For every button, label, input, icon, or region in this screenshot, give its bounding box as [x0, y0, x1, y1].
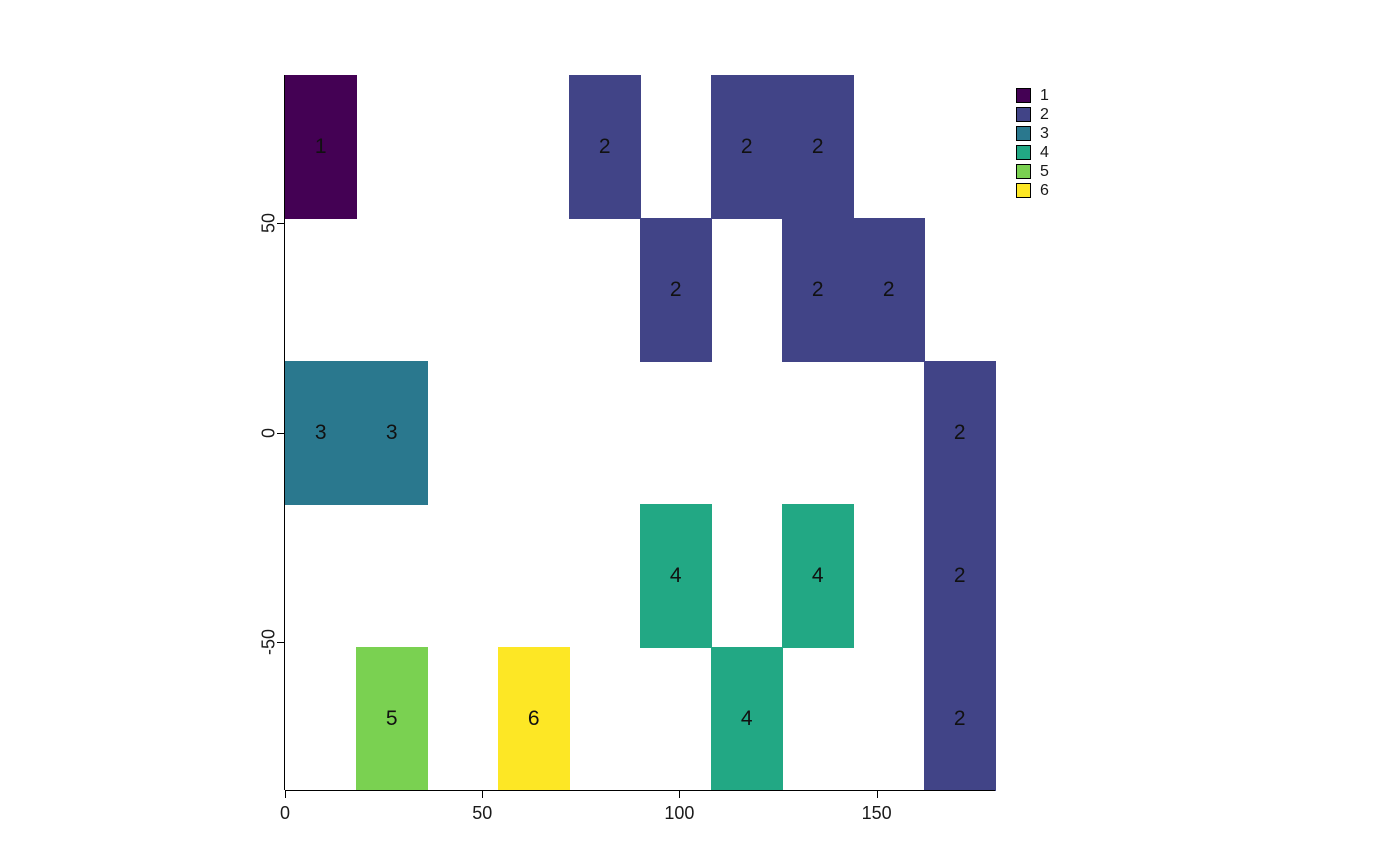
legend-item: 2 — [1016, 105, 1049, 123]
x-tick-mark — [285, 791, 286, 798]
y-tick-mark — [277, 223, 284, 225]
heatmap-cell-label: 5 — [385, 706, 398, 730]
heatmap-cell: 2 — [782, 218, 854, 362]
legend-item: 5 — [1016, 162, 1049, 180]
heatmap-cell: 2 — [782, 75, 854, 219]
plot-area: 1 2 2 2 2 2 2 3 3 2 4 4 2 5 6 4 2 — [285, 75, 996, 791]
legend-label: 4 — [1040, 143, 1049, 161]
heatmap-cell-label: 2 — [811, 134, 824, 158]
heatmap-cell-label: 2 — [953, 420, 966, 444]
heatmap-cell: 1 — [285, 75, 357, 219]
legend-swatch — [1016, 107, 1031, 122]
heatmap-cell: 2 — [711, 75, 783, 219]
heatmap-cell: 4 — [640, 504, 712, 648]
heatmap-cell: 5 — [356, 647, 428, 791]
heatmap-cell-label: 4 — [740, 706, 753, 730]
y-axis-line — [284, 75, 285, 790]
legend-swatch — [1016, 164, 1031, 179]
legend-label: 2 — [1040, 105, 1049, 123]
legend-swatch — [1016, 183, 1031, 198]
heatmap-cell: 6 — [498, 647, 570, 791]
heatmap-cell: 2 — [924, 361, 996, 505]
heatmap-cell-label: 2 — [953, 563, 966, 587]
legend-swatch — [1016, 126, 1031, 141]
legend-item: 1 — [1016, 86, 1049, 104]
heatmap-cell: 2 — [640, 218, 712, 362]
heatmap-cell: 2 — [853, 218, 925, 362]
legend-item: 6 — [1016, 181, 1049, 199]
heatmap-cell-label: 2 — [811, 277, 824, 301]
heatmap-cell: 4 — [711, 647, 783, 791]
heatmap-cell: 3 — [356, 361, 428, 505]
legend-item: 3 — [1016, 124, 1049, 142]
legend-swatch — [1016, 88, 1031, 103]
heatmap-cell-label: 2 — [953, 706, 966, 730]
x-tick-label: 150 — [861, 803, 892, 823]
legend-item: 4 — [1016, 143, 1049, 161]
legend-label: 1 — [1040, 86, 1049, 104]
heatmap-cell-label: 4 — [669, 563, 682, 587]
heatmap-cell-label: 2 — [669, 277, 682, 301]
legend-swatch — [1016, 145, 1031, 160]
legend-label: 3 — [1040, 124, 1049, 142]
x-tick-mark — [679, 791, 681, 798]
heatmap-cell: 2 — [924, 504, 996, 648]
y-axis: 50 0 -50 — [235, 75, 285, 790]
heatmap-cell-label: 4 — [811, 563, 824, 587]
heatmap-cell-label: 2 — [882, 277, 895, 301]
x-tick-label: 50 — [472, 803, 493, 823]
legend-label: 6 — [1040, 181, 1049, 199]
x-tick-mark — [876, 791, 878, 798]
heatmap-cell: 4 — [782, 504, 854, 648]
heatmap-cell-label: 6 — [527, 706, 540, 730]
y-tick-label: 50 — [258, 213, 279, 234]
heatmap-cell-label: 1 — [314, 134, 327, 158]
heatmap-cell: 2 — [569, 75, 641, 219]
y-tick-mark — [277, 432, 284, 434]
y-tick-label: 0 — [258, 427, 279, 438]
x-tick-label: 0 — [279, 803, 291, 823]
x-axis-line — [285, 790, 995, 791]
x-axis: 0 50 100 150 — [280, 790, 995, 830]
heatmap-cell: 2 — [924, 647, 996, 791]
heatmap-cell-label: 2 — [598, 134, 611, 158]
heatmap-cell-label: 3 — [385, 420, 398, 444]
y-tick-mark — [277, 641, 284, 643]
heatmap-cell-label: 3 — [314, 420, 327, 444]
heatmap-cell-label: 2 — [740, 134, 753, 158]
x-tick-mark — [482, 791, 484, 798]
legend-label: 5 — [1040, 162, 1049, 180]
x-tick-label: 100 — [664, 803, 695, 823]
heatmap-cell: 3 — [285, 361, 357, 505]
y-tick-label: -50 — [258, 628, 279, 655]
